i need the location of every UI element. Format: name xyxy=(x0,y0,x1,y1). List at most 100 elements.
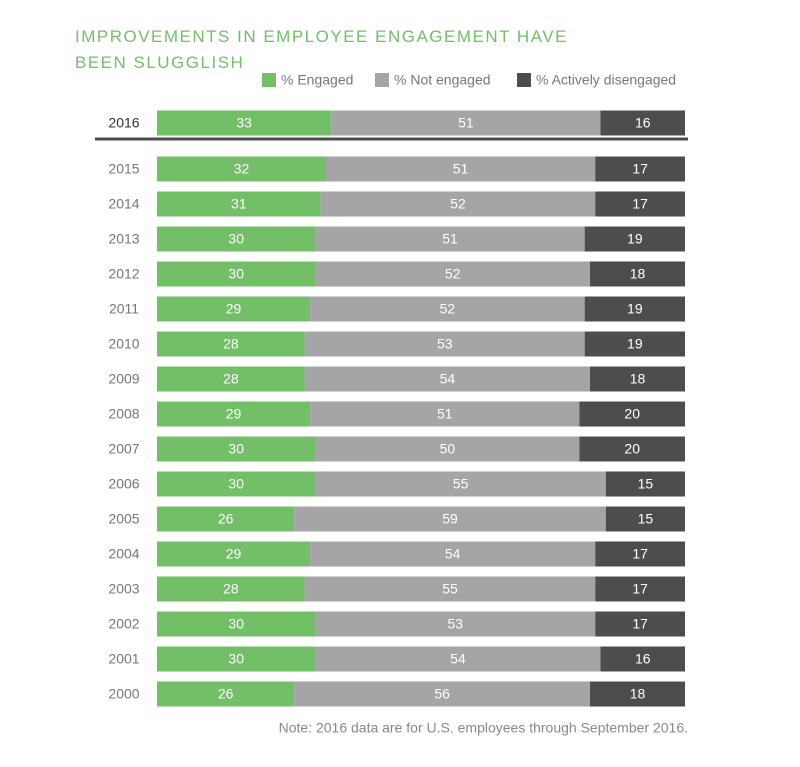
bar-segment xyxy=(320,191,596,217)
bar-segment xyxy=(310,296,585,322)
value-label: 18 xyxy=(630,686,646,702)
bar-segment xyxy=(157,611,316,637)
y-tick-label: 2011 xyxy=(109,301,139,317)
value-label: 51 xyxy=(437,406,453,422)
bar-segment xyxy=(315,436,580,462)
bar-segment xyxy=(310,401,580,427)
y-tick-label: 2004 xyxy=(108,546,139,562)
value-label: 32 xyxy=(234,161,250,177)
note: Note: 2016 data are for U.S. employees t… xyxy=(279,720,688,736)
bar-segment xyxy=(589,366,685,392)
value-label: 29 xyxy=(226,301,242,317)
bar-segment xyxy=(595,576,685,602)
value-label: 30 xyxy=(228,231,244,247)
value-label: 59 xyxy=(442,511,458,527)
value-label: 28 xyxy=(223,336,239,352)
value-label: 50 xyxy=(440,441,456,457)
bar-segment xyxy=(310,541,596,567)
value-label: 29 xyxy=(226,546,242,562)
value-label: 18 xyxy=(630,266,646,282)
bar-segment xyxy=(315,226,585,252)
value-label: 56 xyxy=(434,686,450,702)
value-label: 31 xyxy=(231,196,247,212)
bar-segment xyxy=(605,506,685,532)
value-label: 17 xyxy=(632,161,648,177)
bar-segment xyxy=(584,226,685,252)
y-tick-label: 2008 xyxy=(108,406,139,422)
bar-segment xyxy=(595,156,685,182)
value-label: 53 xyxy=(448,616,464,632)
value-label: 51 xyxy=(453,161,469,177)
bar-segment xyxy=(157,226,316,252)
value-label: 52 xyxy=(450,196,466,212)
y-tick-label: 2007 xyxy=(108,441,139,457)
bar-segment xyxy=(157,261,316,287)
value-label: 51 xyxy=(442,231,458,247)
bar-segment xyxy=(157,506,295,532)
y-tick-label: 2015 xyxy=(108,161,139,177)
bar-segment xyxy=(315,646,601,672)
bar-segment xyxy=(595,611,685,637)
legend-swatch xyxy=(375,73,389,87)
value-label: 33 xyxy=(236,115,252,131)
bar-segment xyxy=(325,156,596,182)
value-label: 51 xyxy=(458,115,474,131)
bar-segment xyxy=(157,331,305,357)
value-label: 55 xyxy=(442,581,458,597)
value-label: 17 xyxy=(632,616,648,632)
y-tick-label: 2001 xyxy=(108,651,139,667)
value-label: 28 xyxy=(223,581,239,597)
value-label: 15 xyxy=(638,511,654,527)
bar-segment xyxy=(294,681,590,707)
bar-segment xyxy=(315,261,590,287)
bar-segment xyxy=(157,401,311,427)
value-label: 19 xyxy=(627,336,643,352)
y-tick-label: 2000 xyxy=(108,686,139,702)
bar-segment xyxy=(157,436,316,462)
value-label: 15 xyxy=(638,476,654,492)
value-label: 26 xyxy=(218,511,234,527)
value-label: 30 xyxy=(228,441,244,457)
value-label: 20 xyxy=(624,441,640,457)
value-label: 29 xyxy=(226,406,242,422)
bar-segment xyxy=(589,261,685,287)
value-label: 17 xyxy=(632,581,648,597)
legend-label: % Not engaged xyxy=(394,72,491,88)
y-tick-label: 2003 xyxy=(108,581,139,597)
y-tick-label: 2016 xyxy=(108,115,139,131)
value-label: 30 xyxy=(228,476,244,492)
bar-segment xyxy=(157,576,305,602)
bar-segment xyxy=(605,471,685,497)
bar-segment xyxy=(157,646,316,672)
value-label: 16 xyxy=(635,115,651,131)
bar-segment xyxy=(304,366,590,392)
legend-swatch xyxy=(262,73,276,87)
y-tick-label: 2012 xyxy=(108,266,139,282)
bar-segment xyxy=(595,541,685,567)
bar-segment xyxy=(304,576,596,602)
bar-segment xyxy=(315,471,606,497)
y-tick-label: 2014 xyxy=(108,196,139,212)
y-tick-label: 2005 xyxy=(108,511,139,527)
legend-label: % Engaged xyxy=(281,72,353,88)
y-tick-label: 2009 xyxy=(108,371,139,387)
bar-segment xyxy=(584,296,685,322)
value-label: 17 xyxy=(632,196,648,212)
y-tick-label: 2002 xyxy=(108,616,139,632)
value-label: 20 xyxy=(624,406,640,422)
bar-segment xyxy=(600,646,685,672)
bar-segment xyxy=(157,156,326,182)
bar-segment xyxy=(589,681,685,707)
value-label: 19 xyxy=(627,301,643,317)
bar-segment xyxy=(157,110,332,136)
chart-title: IMPROVEMENTS IN EMPLOYEE ENGAGEMENT HAVE… xyxy=(75,27,568,72)
value-label: 55 xyxy=(453,476,469,492)
value-label: 17 xyxy=(632,546,648,562)
bar-segment xyxy=(304,331,585,357)
legend-swatch xyxy=(517,73,531,87)
value-label: 28 xyxy=(223,371,239,387)
bar-segment xyxy=(579,436,685,462)
value-label: 30 xyxy=(228,616,244,632)
bar-segment xyxy=(157,191,321,217)
y-tick-label: 2013 xyxy=(108,231,139,247)
